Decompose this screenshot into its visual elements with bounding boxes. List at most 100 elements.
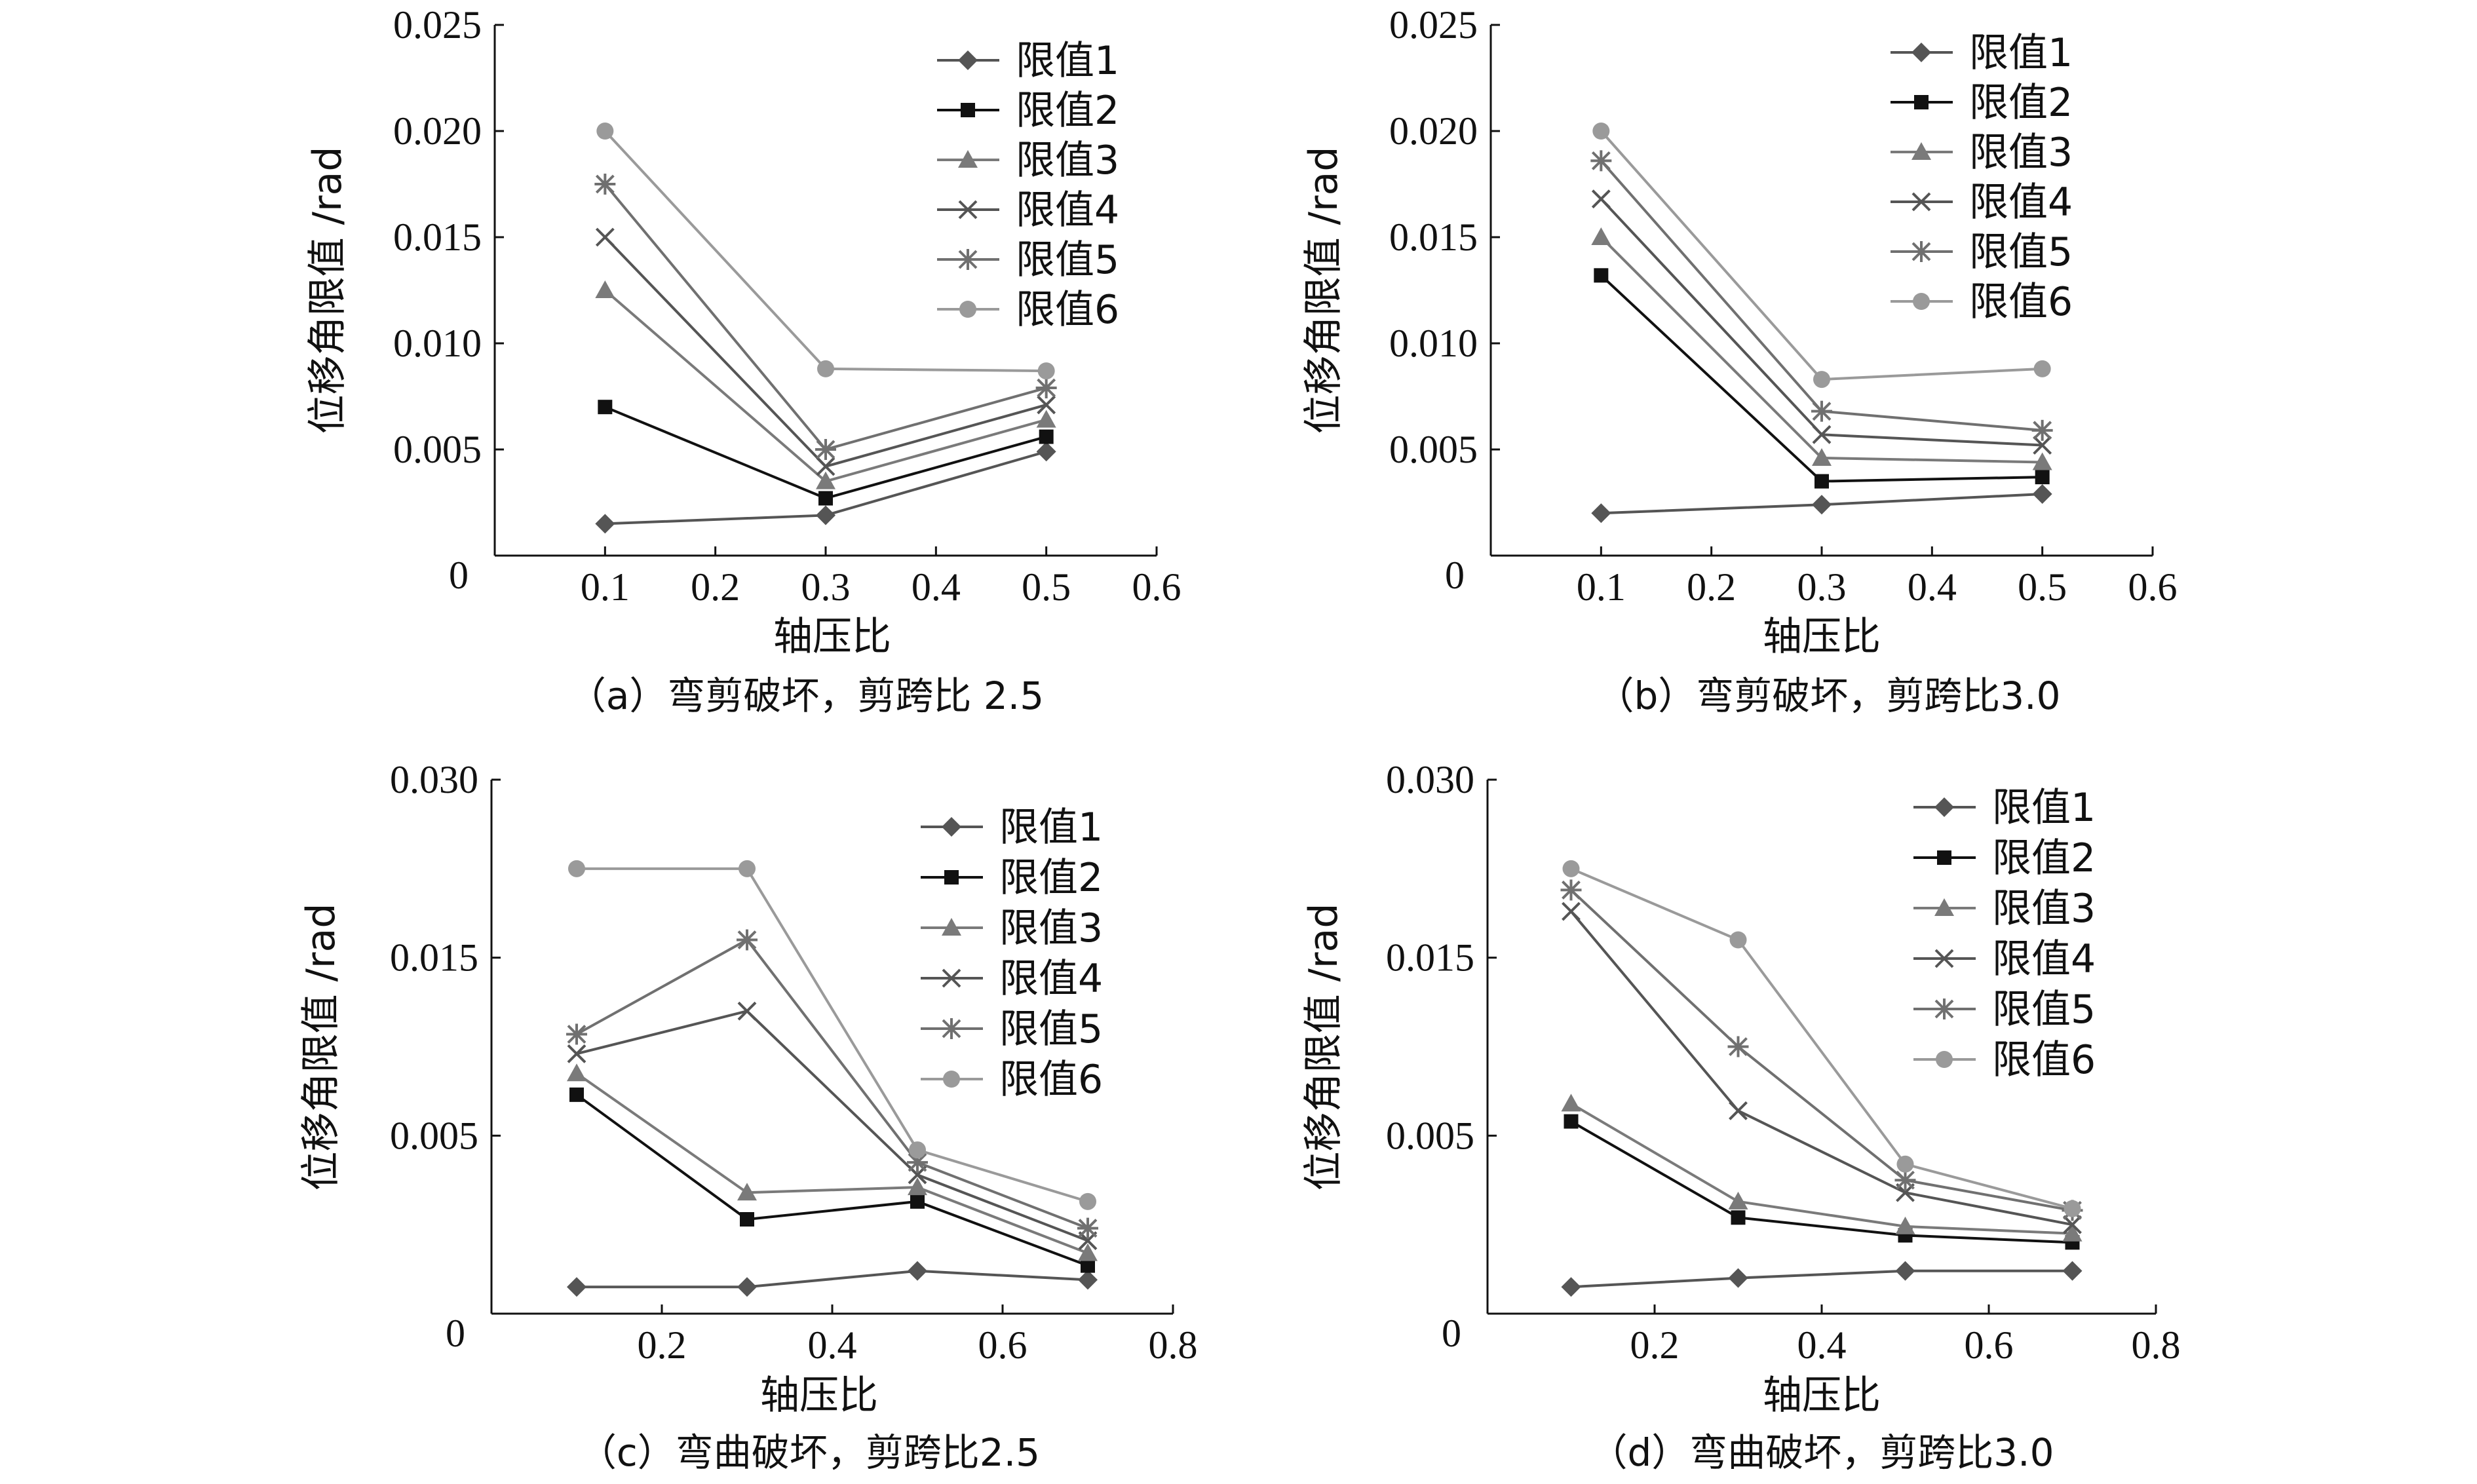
data-point-marker [1813, 371, 1830, 389]
data-point-marker [815, 439, 836, 460]
legend-label: 限值5 [1016, 237, 1119, 283]
legend-label: 限值2 [999, 855, 1103, 901]
series-4 [567, 1001, 1098, 1251]
x-tick-label: 0.2 [1630, 1323, 1680, 1367]
origin-label: 0 [449, 554, 469, 597]
series-6 [1562, 860, 2081, 1217]
data-point-marker [1036, 409, 1056, 428]
x-tick-label: 0.1 [1577, 565, 1626, 609]
data-point-marker [818, 491, 833, 506]
data-point-marker [1039, 429, 1054, 444]
data-point-marker [910, 1194, 925, 1209]
y-tick-label: 0.015 [1389, 216, 1478, 259]
y-axis-title: 位移角限值 /rad [298, 904, 344, 1191]
legend-label: 限值4 [999, 956, 1103, 1002]
series-2 [569, 1087, 1095, 1273]
legend-item: 限值6 [1891, 279, 2073, 325]
data-point-marker [737, 1183, 757, 1201]
legend-marker [942, 918, 961, 936]
data-point-marker [816, 471, 835, 489]
y-tick-label: 0.020 [393, 109, 482, 153]
legend-item: 限值3 [921, 905, 1103, 951]
data-point-marker [1591, 503, 1611, 523]
legend-marker [959, 301, 976, 318]
legend-marker [958, 50, 978, 70]
data-point-marker [567, 1044, 586, 1063]
data-point-marker [737, 1277, 757, 1297]
legend-marker [1911, 241, 1932, 262]
data-point-marker [2031, 419, 2053, 441]
series-1 [567, 1261, 1098, 1297]
data-point-marker [1812, 495, 1832, 515]
legend-item: 限值5 [1891, 229, 2073, 275]
legend-item: 限值2 [1891, 80, 2073, 126]
y-tick-label: 0.005 [393, 428, 482, 471]
data-point-marker [1564, 1114, 1579, 1129]
y-tick-label: 0.015 [393, 216, 482, 259]
legend-item: 限值5 [937, 237, 1119, 283]
series-3 [1591, 227, 2052, 470]
data-point-marker [2033, 360, 2051, 377]
legend-label: 限值5 [1969, 229, 2073, 275]
data-point-marker [1590, 150, 1612, 172]
series-line [576, 1009, 1088, 1242]
data-point-marker [1561, 1277, 1581, 1297]
legend-marker [1911, 192, 1931, 212]
legend-item: 限值4 [1913, 936, 2096, 982]
y-tick-label: 0.005 [1386, 1114, 1474, 1157]
legend-marker [944, 870, 959, 885]
legend-marker [1934, 949, 1954, 968]
series-4 [1591, 189, 2052, 455]
series-1 [1561, 1261, 2083, 1297]
data-point-marker [1812, 425, 1832, 444]
series-line [1571, 1269, 2073, 1289]
data-point-marker [1078, 1270, 1098, 1290]
legend-marker [1936, 1051, 1953, 1068]
series-3 [567, 1063, 1098, 1261]
data-point-marker [740, 1212, 754, 1227]
data-point-marker [1895, 1261, 1915, 1281]
legend-marker [1914, 95, 1929, 109]
x-tick-label: 0.3 [801, 565, 851, 609]
x-axis-title: 轴压比 [773, 614, 891, 660]
legend-item: 限值1 [937, 38, 1119, 84]
legend-marker [958, 200, 978, 219]
legend-item: 限值1 [921, 805, 1103, 850]
series-6 [596, 123, 1055, 380]
panel-caption: （c）弯曲破坏，剪跨比2.5 [579, 1430, 1040, 1475]
series-line [575, 1072, 1088, 1255]
legend-label: 限值1 [1992, 785, 2096, 831]
series-line [576, 938, 1088, 1230]
legend-item: 限值1 [1913, 785, 2096, 831]
data-point-marker [1591, 189, 1611, 209]
data-point-marker [908, 1261, 927, 1281]
data-point-marker [595, 280, 615, 298]
y-axis-title: 位移角限值 /rad [1301, 904, 1347, 1191]
x-tick-label: 0.6 [978, 1323, 1027, 1367]
series-6 [1592, 123, 2051, 389]
x-axis-title: 轴压比 [760, 1373, 878, 1418]
legend-label: 限值6 [1992, 1037, 2096, 1083]
data-point-marker [739, 860, 756, 877]
x-tick-label: 0.3 [1797, 565, 1847, 609]
panel-caption: （a）弯剪破坏，剪跨比 2.5 [568, 674, 1044, 718]
data-point-marker [567, 1063, 586, 1082]
data-point-marker [1081, 1258, 1095, 1273]
data-point-marker [909, 1141, 926, 1159]
data-point-marker [816, 505, 835, 525]
data-point-marker [908, 1177, 927, 1196]
legend-label: 限值4 [1992, 936, 2096, 982]
legend-label: 限值3 [999, 905, 1103, 951]
data-point-marker [1035, 377, 1057, 399]
series-line [1570, 867, 2073, 1210]
legend-marker [1913, 293, 1930, 310]
data-point-marker [816, 457, 835, 476]
series-1 [595, 442, 1056, 534]
x-tick-label: 0.8 [1149, 1323, 1198, 1367]
series-2 [598, 400, 1054, 506]
x-tick-label: 0.2 [638, 1323, 687, 1367]
legend-label: 限值2 [1992, 835, 2096, 881]
